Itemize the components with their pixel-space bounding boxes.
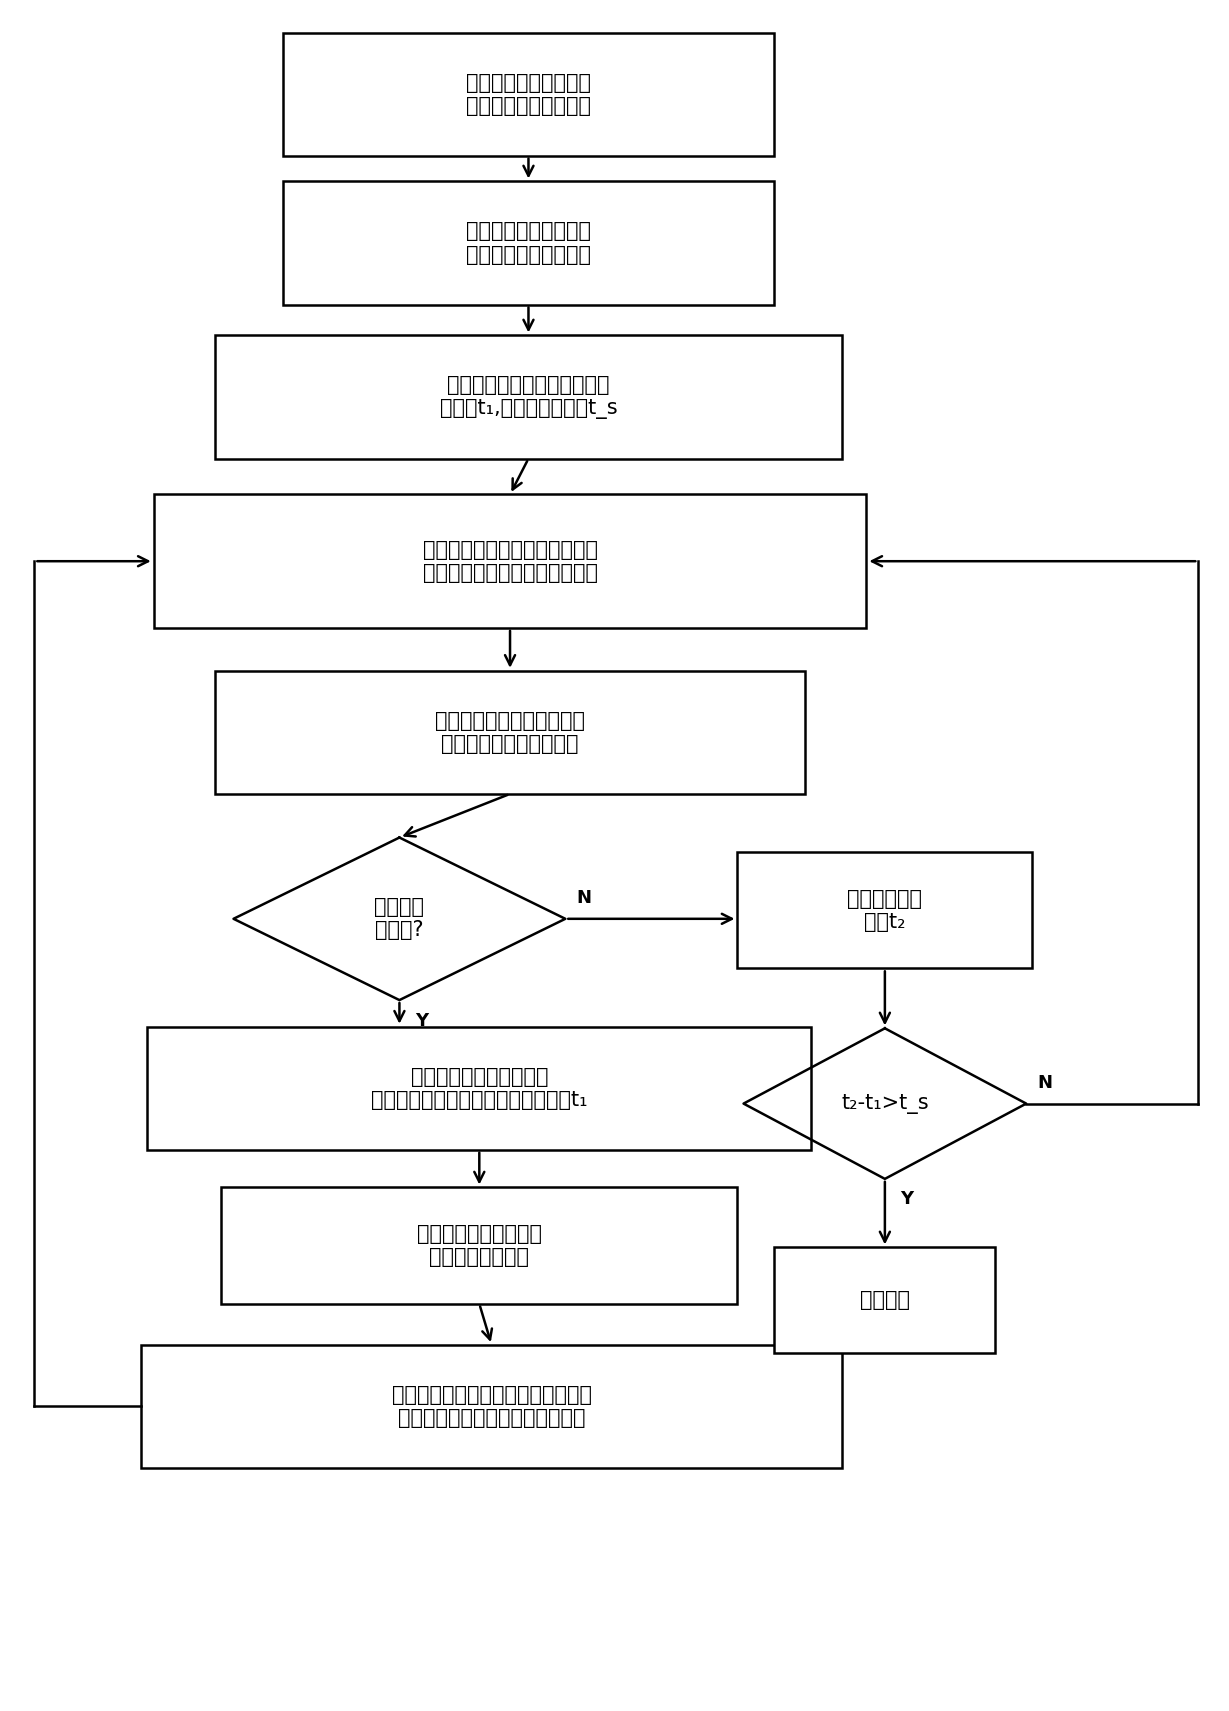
Bar [774,1247,995,1353]
Text: t₂-t₁>t_s: t₂-t₁>t_s [841,1093,929,1114]
Bar [141,1345,842,1468]
Text: 降落着陆: 降落着陆 [860,1290,909,1311]
Text: 地面计算机将控制指令发回纳型无人
机，从而控制无人机运动跟踪目标: 地面计算机将控制指令发回纳型无人 机，从而控制无人机运动跟踪目标 [392,1384,591,1429]
Text: N: N [576,890,591,907]
Text: 视觉控制算法计算相应
的无人机控制指令: 视觉控制算法计算相应 的无人机控制指令 [417,1223,542,1268]
Text: N: N [1037,1075,1052,1092]
Bar [147,1027,811,1150]
Text: 记录当前时间
戳为t₂: 记录当前时间 戳为t₂ [847,888,923,932]
Bar [283,33,774,156]
Bar [283,181,774,305]
Text: 在纳型无人机上安装摄
像头、模拟图传和电池: 在纳型无人机上安装摄 像头、模拟图传和电池 [466,72,591,116]
Text: 纳型无人机起飞，记录当前时
间戳为t₁,设定时间阈值为t_s: 纳型无人机起飞，记录当前时 间戳为t₁,设定时间阈值为t_s [440,375,617,419]
Text: 计算目标与无人机的相对
像素距离，并更新当前时间戳为新的t₁: 计算目标与无人机的相对 像素距离，并更新当前时间戳为新的t₁ [371,1066,587,1110]
Text: 地面计算机接收图像，并运
行图像处理算法识别目标: 地面计算机接收图像，并运 行图像处理算法识别目标 [435,710,585,755]
Bar [737,852,1032,968]
Bar [221,1187,737,1304]
Text: Y: Y [901,1191,913,1208]
Text: 设计跟踪目标为已知半
径比的黑白相间同心圆: 设计跟踪目标为已知半 径比的黑白相间同心圆 [466,221,591,265]
Bar [154,494,866,628]
Text: 无人机上所安装的摄像头拍摄图
像，经模拟图传发回地面计算机: 无人机上所安装的摄像头拍摄图 像，经模拟图传发回地面计算机 [423,539,597,583]
Bar [215,671,805,794]
Bar [215,335,842,459]
Text: Y: Y [415,1011,428,1030]
Text: 目标是否
被识别?: 目标是否 被识别? [375,897,424,941]
